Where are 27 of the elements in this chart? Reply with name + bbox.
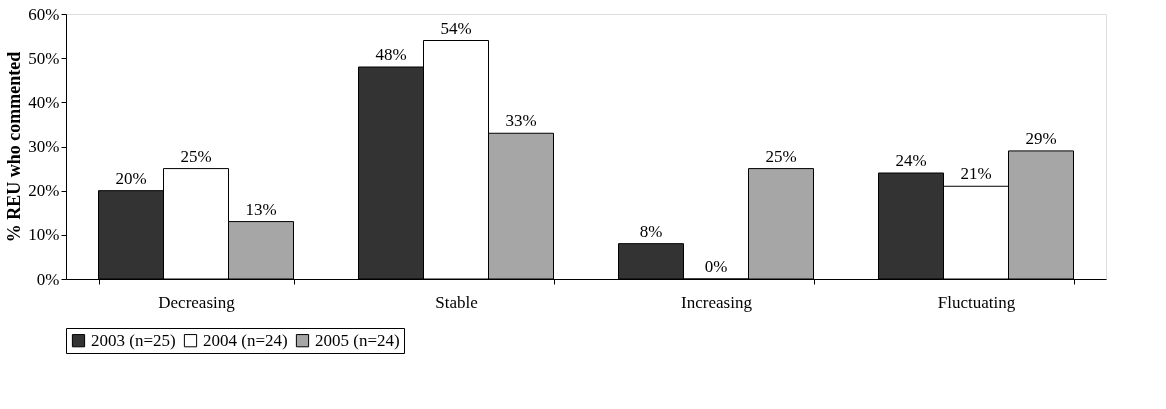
y-tick-label: 60% xyxy=(28,4,60,24)
y-tick-label: 10% xyxy=(28,225,60,245)
data-label: 13% xyxy=(245,199,277,219)
data-label: 54% xyxy=(440,18,472,38)
data-label: 21% xyxy=(960,164,992,184)
data-label: 25% xyxy=(765,146,797,166)
x-tick-label: Fluctuating xyxy=(937,292,1016,312)
x-tick-label: Decreasing xyxy=(158,292,236,312)
data-label: 48% xyxy=(375,45,407,64)
x-tick-label: Increasing xyxy=(681,292,753,312)
x-tick-label: Stable xyxy=(435,292,478,312)
data-label: 29% xyxy=(1025,128,1057,148)
data-label: 20% xyxy=(115,168,147,188)
legend-label: 2005 (n=24) xyxy=(315,330,400,350)
data-label: 25% xyxy=(180,146,212,166)
data-label: 33% xyxy=(505,111,537,131)
y-tick-label: 20% xyxy=(28,181,60,201)
data-label: 8% xyxy=(639,221,663,241)
data-label: 0% xyxy=(704,257,728,276)
y-tick-label: 40% xyxy=(28,92,60,112)
data-label: 24% xyxy=(895,151,927,170)
legend-label: 2003 (n=25) xyxy=(91,330,176,350)
y-axis-title: % REU who commented xyxy=(4,51,25,243)
y-tick-label: 30% xyxy=(28,137,60,156)
y-tick-label: 0% xyxy=(36,269,60,289)
y-tick-label: 50% xyxy=(28,48,60,68)
legend-label: 2004 (n=24) xyxy=(203,330,288,350)
